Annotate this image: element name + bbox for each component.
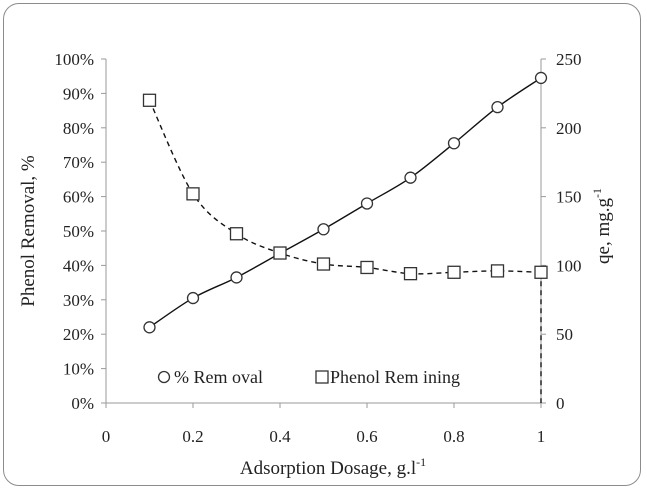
- removal-point: [404, 171, 417, 184]
- y-left-tick-label: 100%: [54, 50, 94, 69]
- chart-axes: [101, 58, 546, 408]
- y-left-tick-label: 30%: [63, 291, 94, 310]
- remining-point: [447, 265, 461, 279]
- y-left-tick-label: 80%: [63, 119, 94, 138]
- chart-frame: [3, 3, 641, 486]
- y-right-tick-label: 100: [556, 256, 582, 275]
- remining-point: [142, 93, 157, 107]
- x-tick-label: 0: [102, 427, 111, 446]
- series-line-removal: [149, 77, 542, 328]
- y-left-tick-label: 40%: [63, 256, 94, 275]
- x-tick-label: 0.6: [356, 427, 377, 446]
- x-axis-title-text: Adsorption Dosage, g.l: [240, 458, 416, 479]
- y-left-tick-label: 60%: [63, 188, 94, 207]
- legend-square-marker: [315, 370, 329, 384]
- removal-point: [230, 271, 243, 284]
- legend: % Rem oval Phenol Rem ining: [157, 367, 460, 387]
- x-tick-label: 0.4: [269, 427, 291, 446]
- y-axis-right-title-sup: -1: [590, 188, 604, 198]
- y-axis-left-title: Phenol Removal, %: [18, 155, 39, 307]
- chart-series: [142, 71, 548, 403]
- x-axis-title: Adsorption Dosage, g.l-1: [240, 455, 426, 479]
- y-right-tick-label: 200: [556, 119, 582, 138]
- removal-point: [534, 71, 548, 85]
- legend-circle-marker: [157, 370, 171, 384]
- series-line-remining: [148, 99, 542, 275]
- remining-point: [534, 265, 548, 279]
- x-tick-label: 0.8: [443, 427, 464, 446]
- y-axis-right-title: qe, mg.g-1: [590, 188, 614, 264]
- removal-point: [360, 197, 374, 210]
- y-left-tick-label: 90%: [63, 84, 94, 103]
- x-tick-label: 0.2: [182, 427, 203, 446]
- removal-point: [491, 101, 504, 114]
- remining-point: [490, 264, 505, 278]
- remining-point: [316, 257, 331, 271]
- removal-point: [317, 223, 330, 236]
- legend-removal-label: % Rem oval: [174, 367, 263, 387]
- x-axis-title-sup: -1: [416, 455, 426, 469]
- removal-point: [143, 321, 156, 334]
- y-left-tick-label: 70%: [63, 153, 94, 172]
- legend-remining-label: Phenol Rem ining: [330, 367, 460, 387]
- y-left-tick-label: 50%: [63, 222, 94, 241]
- y-left-tick-label: 20%: [63, 325, 94, 344]
- y-right-tick-label: 50: [556, 325, 573, 344]
- remining-point: [186, 187, 200, 201]
- remining-point: [403, 267, 418, 281]
- tick-labels: 0 0.2 0.4 0.6 0.8 10%10%20%30%40%50%60%70%80%…: [54, 50, 581, 446]
- y-right-tick-label: 250: [556, 50, 582, 69]
- y-right-tick-label: 0: [556, 394, 565, 413]
- removal-point: [447, 137, 461, 150]
- remining-point: [360, 260, 374, 275]
- remining-point: [229, 227, 244, 241]
- removal-point: [186, 291, 200, 305]
- remining-point: [273, 246, 287, 260]
- y-left-tick-label: 10%: [63, 360, 94, 379]
- x-tick-label: 1: [537, 427, 546, 446]
- y-left-tick-label: 0%: [71, 394, 94, 413]
- y-right-tick-label: 150: [556, 188, 582, 207]
- y-axis-right-title-text: qe, mg.g: [593, 198, 614, 264]
